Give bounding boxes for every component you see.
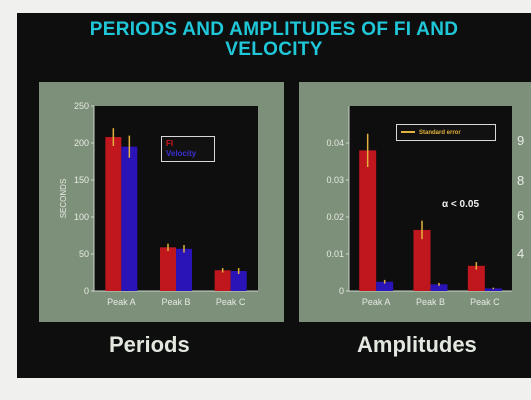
y-tick-label: 0.04: [326, 138, 344, 148]
right-tick-label: 8: [517, 173, 524, 188]
bar-velocity-peak-c: [230, 271, 247, 291]
x-tick-label: Peak A: [362, 297, 391, 307]
bar-velocity-peak-b: [430, 284, 448, 291]
legend-standard-error: Standard error: [419, 130, 461, 136]
y-tick-label: 0.03: [326, 175, 344, 185]
bar-velocity-peak-b: [176, 248, 192, 291]
caption-amplitudes: Amplitudes: [357, 332, 477, 357]
title-line-2: VELOCITY: [225, 39, 323, 60]
y-tick-label: 0: [84, 286, 89, 296]
y-tick-label: 0.01: [326, 249, 344, 259]
alpha-annotation: α < 0.05: [442, 199, 480, 210]
y-tick-label: 0.02: [326, 212, 344, 222]
title-line-1: PERIODS AND AMPLITUDES OF FI AND: [89, 19, 459, 40]
y-tick-label: 250: [74, 101, 89, 111]
legend-error-swatch: [401, 130, 415, 133]
bar-fi-peak-a: [359, 150, 377, 291]
x-tick-label: Peak B: [416, 297, 445, 307]
x-tick-label: Peak B: [161, 297, 190, 307]
bar-fi-peak-c: [467, 265, 485, 291]
right-tick-label: 9: [517, 133, 524, 148]
y-tick-label: 150: [74, 175, 89, 185]
y-tick-label: 0: [339, 286, 344, 296]
legend-fi: FI: [166, 139, 174, 148]
y-tick-label: 100: [74, 212, 89, 222]
bar-velocity-peak-c: [484, 288, 502, 291]
y-tick-label: 50: [79, 249, 89, 259]
y-tick-label: 200: [74, 138, 89, 148]
bar-velocity-peak-a: [376, 281, 394, 291]
amplitudes-legend: Standard error: [396, 124, 496, 141]
bar-fi-peak-a: [105, 137, 122, 291]
bar-velocity-peak-a: [121, 146, 138, 291]
bar-fi-peak-c: [214, 270, 231, 291]
right-tick-label: 4: [517, 246, 524, 261]
bar-fi-peak-b: [413, 229, 431, 291]
periods-legend: FI Velocity: [161, 136, 215, 162]
caption-periods: Periods: [109, 332, 190, 357]
legend-velocity: Velocity: [166, 149, 197, 158]
right-tick-label: 6: [517, 208, 524, 223]
y-axis-label: SECONDS: [59, 179, 68, 219]
slide-title: PERIODS AND AMPLITUDES OF FI AND VELOCIT…: [17, 20, 531, 60]
bar-fi-peak-b: [160, 247, 176, 291]
x-tick-label: Peak C: [216, 297, 246, 307]
x-tick-label: Peak C: [470, 297, 500, 307]
x-tick-label: Peak A: [107, 297, 136, 307]
